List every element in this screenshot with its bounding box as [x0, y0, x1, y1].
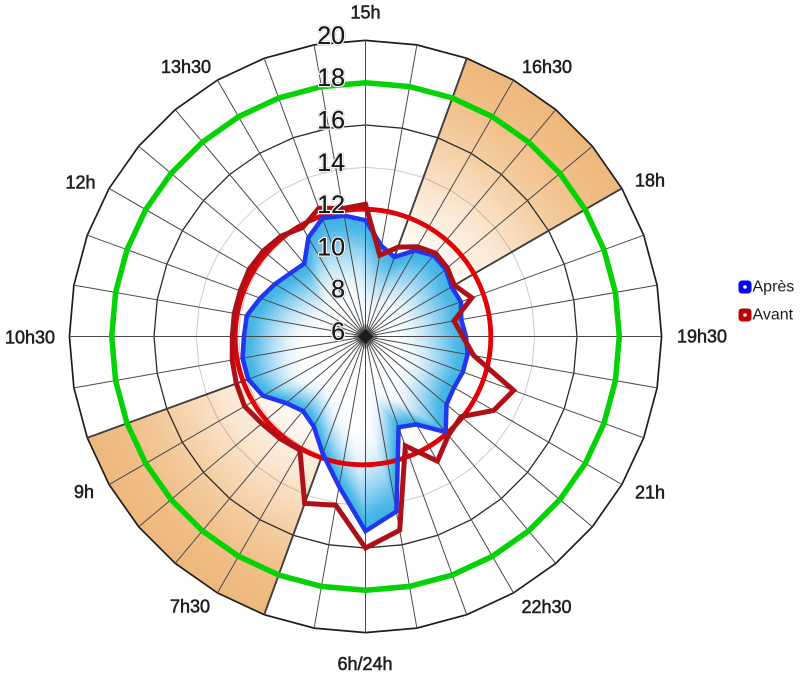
svg-text:Après: Après	[753, 279, 795, 296]
svg-text:16: 16	[317, 107, 345, 135]
svg-text:Avant: Avant	[753, 307, 794, 324]
svg-text:14: 14	[317, 149, 345, 177]
svg-text:16h30: 16h30	[522, 57, 572, 77]
svg-text:21h: 21h	[635, 483, 665, 503]
svg-text:18h: 18h	[635, 171, 665, 191]
svg-text:8: 8	[331, 276, 345, 304]
svg-text:6: 6	[331, 318, 345, 346]
svg-text:12: 12	[317, 191, 345, 219]
svg-text:10h30: 10h30	[5, 328, 55, 348]
svg-text:18: 18	[317, 64, 345, 92]
svg-text:6h/24h: 6h/24h	[337, 654, 392, 674]
svg-text:22h30: 22h30	[521, 597, 571, 617]
svg-text:10: 10	[317, 233, 345, 261]
svg-text:12h: 12h	[65, 173, 95, 193]
svg-text:20: 20	[317, 22, 345, 50]
svg-text:15h: 15h	[350, 3, 380, 23]
svg-text:7h30: 7h30	[170, 597, 210, 617]
svg-text:13h30: 13h30	[161, 57, 211, 77]
svg-text:9h: 9h	[74, 482, 94, 502]
svg-text:19h30: 19h30	[677, 327, 727, 347]
